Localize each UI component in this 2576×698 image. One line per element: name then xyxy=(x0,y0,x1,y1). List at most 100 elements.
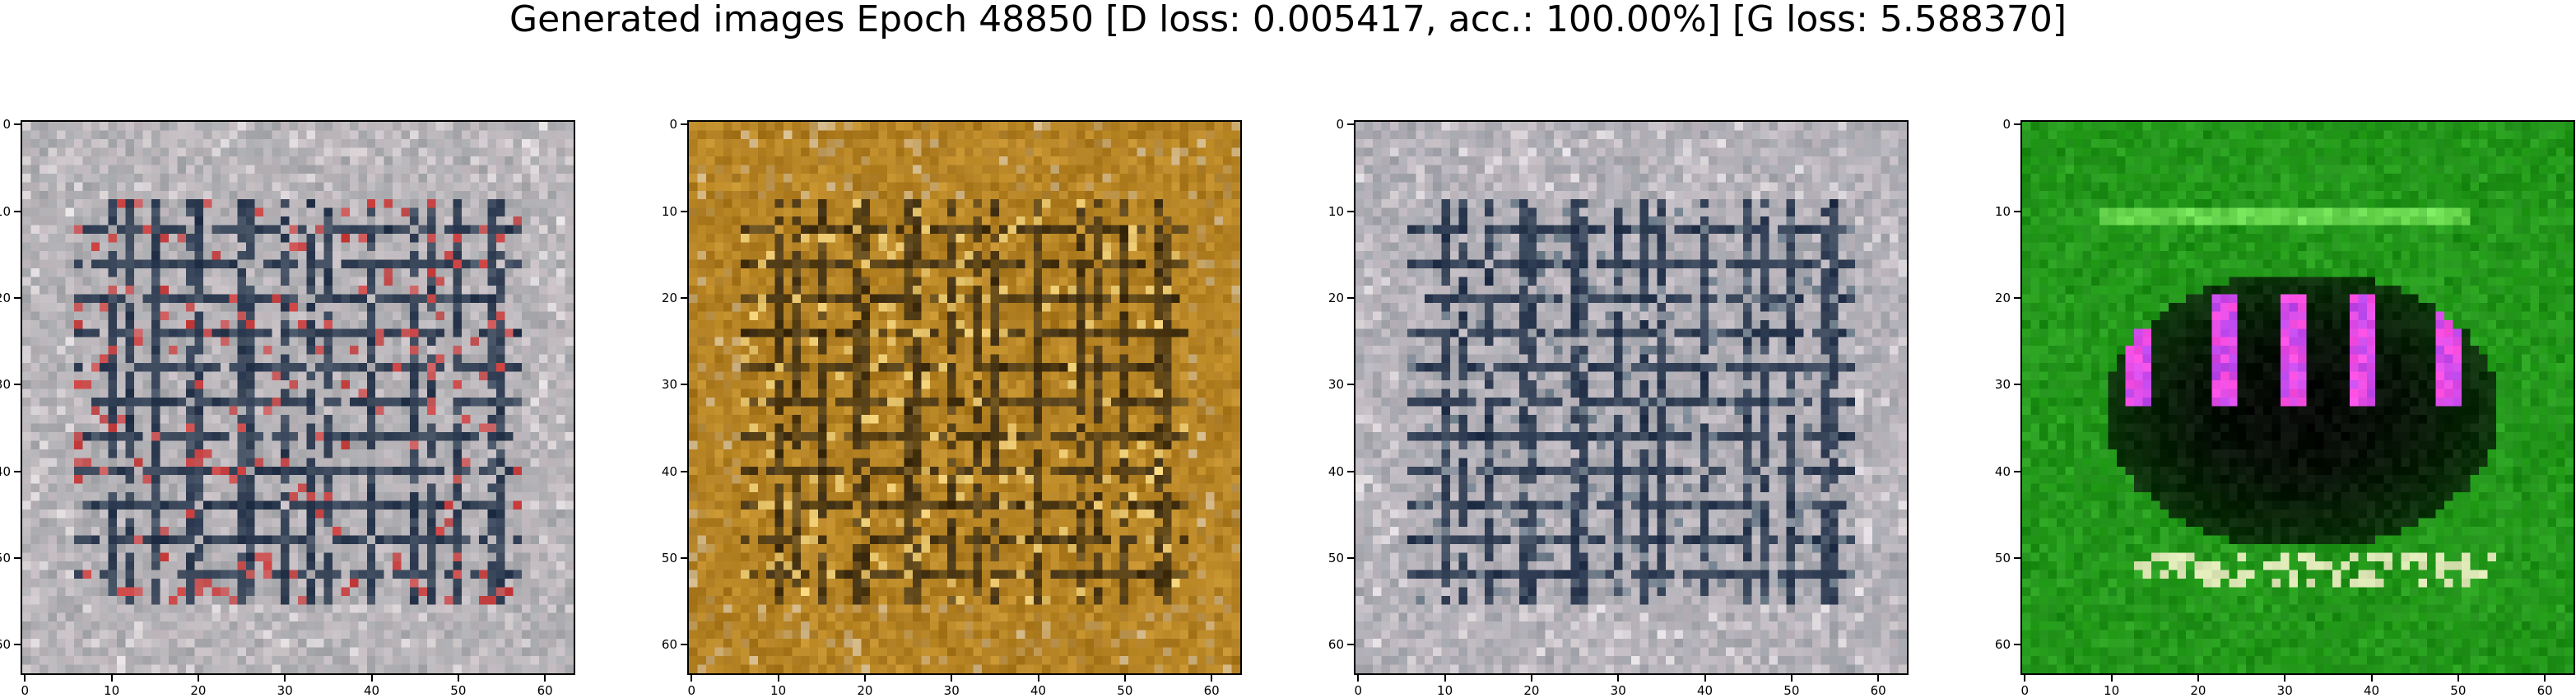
y-tick-label: 20 xyxy=(0,291,11,305)
image-axes-1 xyxy=(21,120,575,675)
y-tick-label: 40 xyxy=(1316,464,1344,479)
x-tick xyxy=(2197,675,2199,682)
y-tick xyxy=(2014,471,2020,472)
generated-image-3 xyxy=(1355,122,1907,673)
y-tick-label: 50 xyxy=(649,551,677,565)
y-tick-label: 0 xyxy=(1983,117,2011,132)
y-tick xyxy=(2014,211,2020,212)
x-tick xyxy=(1877,675,1879,682)
x-tick-label: 30 xyxy=(2277,683,2293,698)
y-tick xyxy=(14,123,21,125)
y-tick xyxy=(681,471,687,472)
x-tick-label: 20 xyxy=(190,683,206,698)
y-tick xyxy=(2014,644,2020,645)
y-tick-label: 20 xyxy=(1983,291,2011,305)
y-tick xyxy=(1347,211,1354,212)
x-tick-label: 20 xyxy=(2190,683,2206,698)
x-tick-label: 50 xyxy=(450,683,466,698)
y-tick-label: 40 xyxy=(649,464,677,479)
y-tick-label: 30 xyxy=(649,377,677,392)
y-tick xyxy=(1347,471,1354,472)
x-tick xyxy=(544,675,546,682)
y-tick-label: 30 xyxy=(0,377,11,392)
y-tick xyxy=(681,211,687,212)
y-tick-label: 20 xyxy=(1316,291,1344,305)
y-tick-label: 10 xyxy=(649,204,677,219)
x-tick-label: 0 xyxy=(1354,683,1362,698)
generated-image-4 xyxy=(2022,122,2574,673)
x-tick xyxy=(2457,675,2459,682)
x-tick xyxy=(284,675,286,682)
x-tick xyxy=(24,675,26,682)
x-tick-label: 60 xyxy=(537,683,553,698)
x-tick-label: 10 xyxy=(104,683,119,698)
y-tick-label: 60 xyxy=(1316,637,1344,652)
x-tick xyxy=(1444,675,1446,682)
y-tick xyxy=(681,384,687,385)
y-tick xyxy=(14,644,21,645)
x-tick-label: 30 xyxy=(1611,683,1626,698)
x-tick-label: 0 xyxy=(687,683,695,698)
x-tick-label: 50 xyxy=(1117,683,1132,698)
x-tick xyxy=(690,675,692,682)
x-tick xyxy=(2544,675,2546,682)
x-tick xyxy=(1617,675,1619,682)
generated-image-2 xyxy=(689,122,1240,673)
x-tick xyxy=(1704,675,1706,682)
y-tick-label: 50 xyxy=(1316,551,1344,565)
x-tick xyxy=(1211,675,1212,682)
y-tick xyxy=(14,297,21,299)
x-tick-label: 10 xyxy=(770,683,786,698)
y-tick xyxy=(2014,297,2020,299)
image-axes-2 xyxy=(687,120,1242,675)
x-tick xyxy=(2284,675,2285,682)
y-tick-label: 30 xyxy=(1316,377,1344,392)
x-tick xyxy=(1038,675,1039,682)
x-tick xyxy=(2111,675,2113,682)
generated-image-1 xyxy=(22,122,574,673)
x-tick-label: 40 xyxy=(1697,683,1713,698)
y-tick-label: 60 xyxy=(649,637,677,652)
x-tick xyxy=(864,675,866,682)
x-tick xyxy=(2024,675,2025,682)
x-tick-label: 0 xyxy=(21,683,29,698)
y-tick xyxy=(2014,557,2020,559)
x-tick xyxy=(1357,675,1359,682)
x-tick-label: 20 xyxy=(857,683,872,698)
x-tick-label: 60 xyxy=(1204,683,1220,698)
x-tick xyxy=(371,675,373,682)
y-tick-label: 50 xyxy=(1983,551,2011,565)
y-tick-label: 10 xyxy=(0,204,11,219)
y-tick-label: 0 xyxy=(649,117,677,132)
y-tick xyxy=(681,644,687,645)
y-tick xyxy=(14,557,21,559)
y-tick-label: 10 xyxy=(1983,204,2011,219)
y-tick-label: 20 xyxy=(649,291,677,305)
y-tick-label: 60 xyxy=(0,637,11,652)
y-tick xyxy=(1347,123,1354,125)
x-tick xyxy=(111,675,113,682)
x-tick xyxy=(458,675,459,682)
x-tick-label: 40 xyxy=(1030,683,1046,698)
y-tick xyxy=(14,211,21,212)
y-tick-label: 30 xyxy=(1983,377,2011,392)
y-tick xyxy=(1347,644,1354,645)
y-tick-label: 40 xyxy=(0,464,11,479)
y-tick-label: 50 xyxy=(0,551,11,565)
y-tick xyxy=(681,557,687,559)
y-tick-label: 0 xyxy=(0,117,11,132)
x-tick xyxy=(778,675,779,682)
y-tick xyxy=(2014,123,2020,125)
x-tick-label: 30 xyxy=(944,683,960,698)
x-tick xyxy=(1531,675,1532,682)
x-tick-label: 10 xyxy=(2104,683,2119,698)
x-tick-label: 20 xyxy=(1523,683,1539,698)
x-tick-label: 60 xyxy=(1871,683,1886,698)
x-tick-label: 30 xyxy=(277,683,293,698)
figure-title: Generated images Epoch 48850 [D loss: 0.… xyxy=(0,0,2576,44)
x-tick xyxy=(198,675,199,682)
image-axes-3 xyxy=(1354,120,1909,675)
x-tick-label: 40 xyxy=(2364,683,2379,698)
y-tick xyxy=(681,297,687,299)
x-tick xyxy=(1124,675,1126,682)
